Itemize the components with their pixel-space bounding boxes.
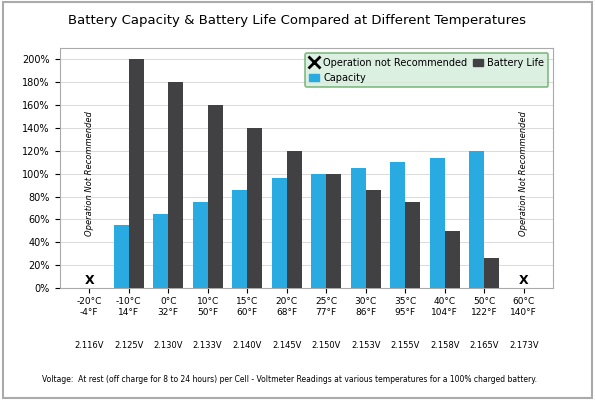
Text: 2.140V: 2.140V	[233, 342, 262, 350]
Bar	[208, 105, 223, 288]
Text: 2.158V: 2.158V	[430, 342, 459, 350]
Bar	[405, 202, 420, 288]
Bar	[153, 214, 168, 288]
Text: 2.173V: 2.173V	[509, 342, 538, 350]
Text: 2.155V: 2.155V	[390, 342, 420, 350]
Bar	[272, 178, 287, 288]
Text: Operation Not Recommended: Operation Not Recommended	[519, 111, 528, 236]
Bar	[326, 174, 341, 288]
Text: X: X	[519, 274, 528, 287]
Bar	[350, 168, 366, 288]
Text: 2.125V: 2.125V	[114, 342, 143, 350]
Bar	[168, 82, 183, 288]
Text: 2.150V: 2.150V	[312, 342, 341, 350]
Text: 2.153V: 2.153V	[351, 342, 380, 350]
Bar	[484, 258, 499, 288]
Bar	[129, 60, 143, 288]
Text: 2.116V: 2.116V	[74, 342, 104, 350]
Bar	[193, 202, 208, 288]
Bar	[469, 151, 484, 288]
Bar	[430, 158, 444, 288]
Bar	[390, 162, 405, 288]
Text: Battery Capacity & Battery Life Compared at Different Temperatures: Battery Capacity & Battery Life Compared…	[68, 14, 527, 27]
Text: X: X	[84, 274, 94, 287]
Text: 2.130V: 2.130V	[154, 342, 183, 350]
Text: 2.145V: 2.145V	[272, 342, 301, 350]
Bar	[444, 231, 460, 288]
Text: 2.165V: 2.165V	[469, 342, 499, 350]
Bar	[247, 128, 262, 288]
Text: 2.133V: 2.133V	[193, 342, 223, 350]
Bar	[114, 225, 129, 288]
Text: Operation Not Recommended: Operation Not Recommended	[84, 111, 93, 236]
Bar	[287, 151, 302, 288]
Text: Voltage:  At rest (off charge for 8 to 24 hours) per Cell - Voltmeter Readings a: Voltage: At rest (off charge for 8 to 24…	[42, 375, 537, 384]
Bar	[311, 174, 326, 288]
Bar	[232, 190, 247, 288]
Legend: Operation not Recommended, Capacity, Battery Life: Operation not Recommended, Capacity, Bat…	[305, 53, 549, 88]
Bar	[366, 190, 381, 288]
